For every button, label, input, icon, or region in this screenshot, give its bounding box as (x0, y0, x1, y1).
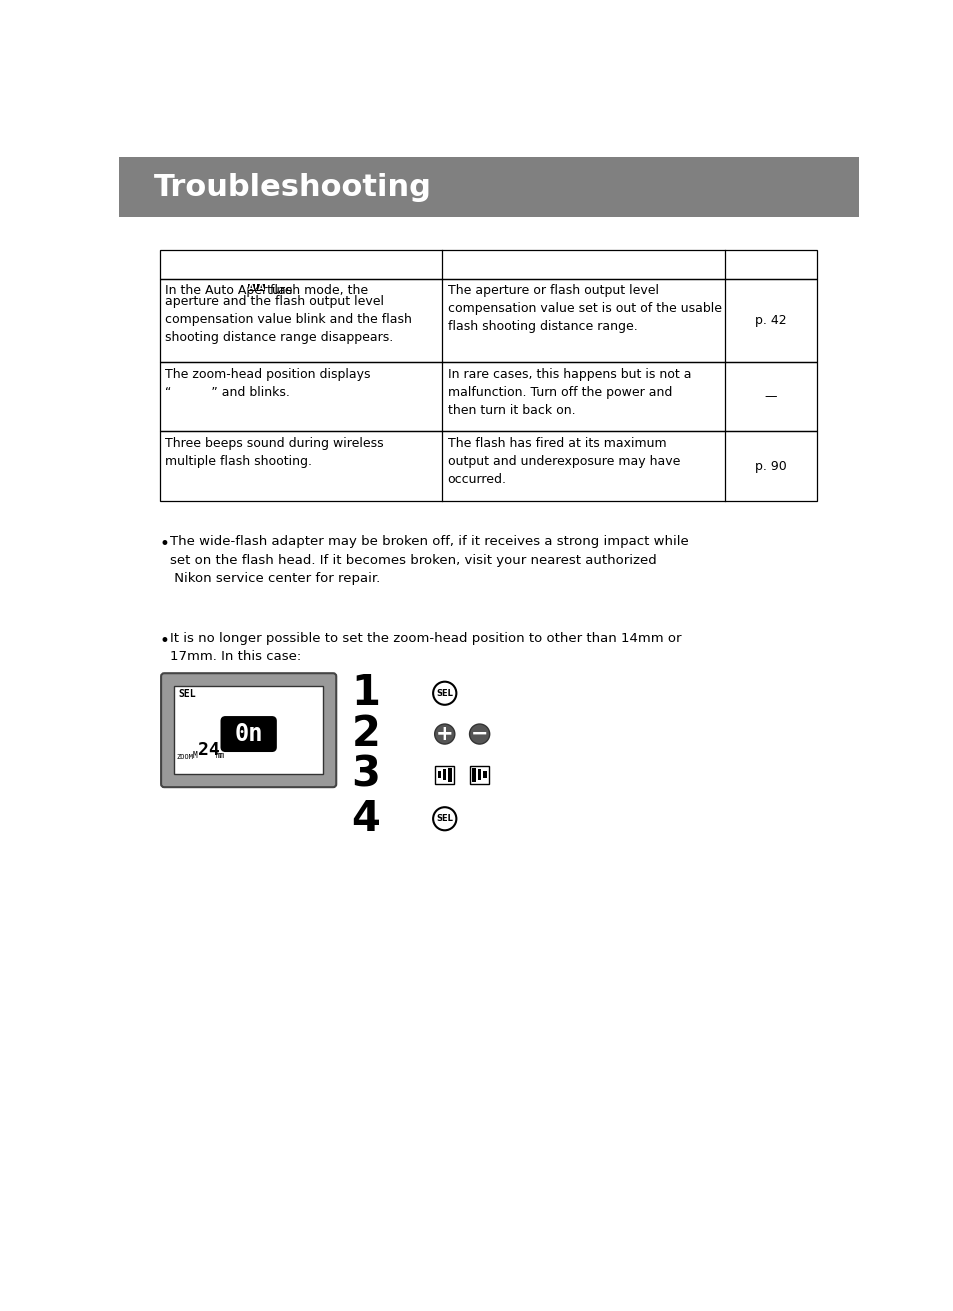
Text: ZOOM: ZOOM (176, 754, 193, 760)
Text: +: + (436, 724, 453, 745)
Text: 3: 3 (351, 754, 380, 796)
Bar (159, 431, 816, 501)
Bar (248, 283, 255, 291)
Text: A: A (248, 283, 254, 292)
Circle shape (435, 724, 455, 745)
Circle shape (469, 724, 489, 745)
Text: A: A (257, 283, 264, 292)
Text: aperture and the flash output level
compensation value blink and the flash
shoot: aperture and the flash output level comp… (165, 295, 412, 343)
Text: 2: 2 (351, 713, 379, 755)
Text: •: • (159, 535, 170, 553)
Bar (159, 279, 816, 362)
Text: −: − (471, 724, 488, 745)
Text: Troubleshooting: Troubleshooting (154, 173, 432, 202)
Bar (437, 771, 440, 779)
Text: SEL: SEL (178, 688, 195, 699)
FancyBboxPatch shape (221, 717, 275, 751)
Bar (483, 771, 486, 779)
Bar (256, 283, 265, 291)
Text: 0n: 0n (234, 722, 263, 746)
Bar (477, 770, 481, 780)
Text: SEL: SEL (436, 688, 453, 697)
Text: •: • (159, 632, 170, 650)
Text: The wide-flash adapter may be broken off, if it receives a strong impact while
s: The wide-flash adapter may be broken off… (170, 535, 688, 586)
Text: flash mode, the: flash mode, the (266, 284, 368, 298)
Text: M: M (193, 751, 197, 760)
Text: It is no longer possible to set the zoom-head position to other than 14mm or
17m: It is no longer possible to set the zoom… (170, 632, 680, 663)
Text: Three beeps sound during wireless
multiple flash shooting.: Three beeps sound during wireless multip… (165, 437, 383, 468)
Text: In rare cases, this happens but is not a
malfunction. Turn off the power and
the: In rare cases, this happens but is not a… (447, 367, 690, 417)
Text: The zoom-head position displays
“          ” and blinks.: The zoom-head position displays “ ” and … (165, 367, 370, 399)
Text: The aperture or flash output level
compensation value set is out of the usable
f: The aperture or flash output level compe… (447, 284, 720, 333)
Bar (442, 770, 446, 780)
Text: The flash has fired at its maximum
output and underexposure may have
occurred.: The flash has fired at its maximum outpu… (447, 437, 679, 486)
Text: p. 90: p. 90 (754, 460, 786, 472)
Text: 24: 24 (197, 742, 219, 759)
Text: 1: 1 (351, 673, 380, 714)
Bar (435, 766, 454, 784)
Bar (472, 767, 476, 783)
Text: mm: mm (215, 751, 224, 760)
Text: —: — (763, 391, 776, 404)
Bar (119, 157, 858, 218)
Bar (174, 687, 323, 773)
Bar (470, 766, 489, 784)
Text: SEL: SEL (436, 814, 453, 823)
Bar (448, 767, 452, 783)
Text: In the Auto Aperture: In the Auto Aperture (165, 284, 296, 298)
Bar (159, 362, 816, 431)
Text: 4: 4 (351, 798, 379, 840)
FancyBboxPatch shape (161, 674, 335, 787)
Bar (159, 249, 816, 279)
Text: p. 42: p. 42 (754, 315, 785, 326)
